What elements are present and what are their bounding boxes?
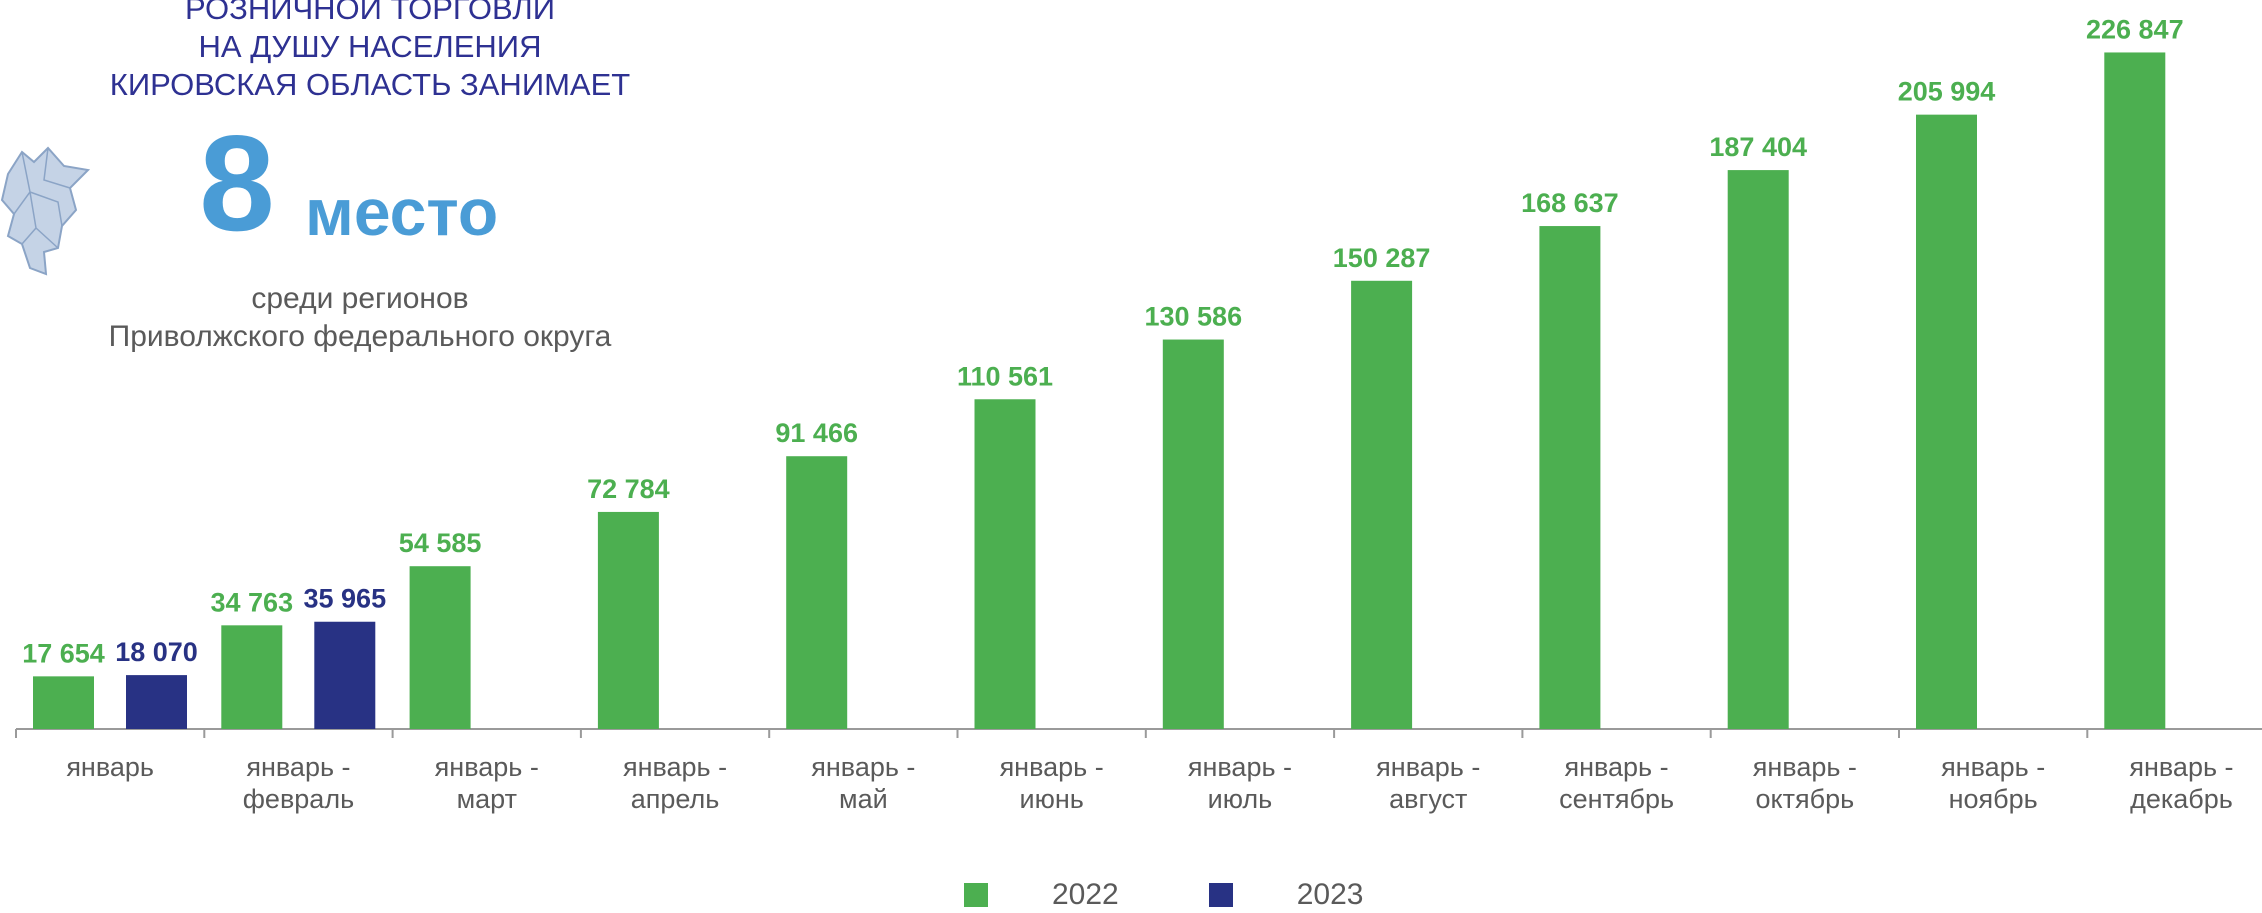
x-tick-label-10: январь - [1753, 752, 1857, 782]
chart-legend: 2022 2023 [964, 878, 1454, 912]
bar-2023-1 [126, 675, 187, 729]
x-tick-label-5: май [839, 784, 888, 814]
legend-swatch-2023 [1208, 883, 1233, 907]
data-label-2022-9: 168 637 [1521, 188, 1619, 218]
x-tick-label-9: сентябрь [1559, 784, 1674, 814]
data-label-2023-1: 18 070 [115, 637, 198, 667]
bar-2022-1 [33, 676, 94, 729]
bar-2022-4 [597, 511, 659, 729]
x-tick-label-7: июль [1208, 784, 1273, 814]
bar-2022-6 [974, 399, 1036, 729]
x-tick-label-4: январь - [623, 752, 727, 782]
legend-item-2023: 2023 [1208, 878, 1364, 912]
data-label-2023-2: 35 965 [304, 584, 387, 614]
x-tick-label-11: январь - [1941, 752, 2045, 782]
bar-2022-11 [1916, 114, 1977, 730]
x-tick-label-6: июнь [1019, 784, 1083, 814]
x-tick-label-12: январь - [2129, 752, 2233, 782]
bar-2022-3 [409, 566, 471, 729]
data-label-2022-12: 226 847 [2086, 14, 2184, 44]
data-label-2022-8: 150 287 [1333, 243, 1431, 273]
bar-2022-2 [221, 625, 283, 729]
x-tick-label-9: январь - [1564, 752, 1668, 782]
x-tick-label-1: январь [66, 752, 154, 782]
x-tick-label-3: март [457, 784, 517, 814]
x-tick-label-10: октябрь [1756, 784, 1855, 814]
x-tick-label-8: август [1389, 784, 1467, 814]
bar-2022-5 [786, 456, 848, 729]
x-tick-label-5: январь - [811, 752, 915, 782]
data-label-2022-7: 130 586 [1144, 302, 1242, 332]
rank-subtitle: среди регионов Приволжского федерального… [40, 280, 680, 356]
bar-2022-8 [1351, 280, 1413, 729]
bar-2022-9 [1539, 226, 1601, 729]
data-label-2022-2: 34 763 [211, 587, 294, 617]
heading-line-3: КИРОВСКАЯ ОБЛАСТЬ ЗАНИМАЕТ [109, 67, 631, 102]
data-label-2022-5: 91 466 [775, 418, 858, 448]
x-tick-label-6: январь - [1000, 752, 1104, 782]
bar-2022-10 [1727, 170, 1789, 729]
legend-label-2023: 2023 [1296, 878, 1364, 911]
chart-heading: РОЗНИЧНОЙ ТОРГОВЛИ НА ДУШУ НАСЕЛЕНИЯ КИР… [30, 0, 710, 104]
data-label-2022-4: 72 784 [587, 474, 670, 504]
heading-line-2: НА ДУШУ НАСЕЛЕНИЯ [198, 29, 542, 64]
rank-number: 8 [199, 107, 275, 259]
legend-label-2022: 2022 [1052, 878, 1119, 911]
kirov-region-map-icon [0, 146, 91, 276]
x-tick-label-7: январь - [1188, 752, 1292, 782]
x-tick-label-4: апрель [631, 784, 720, 814]
data-label-2022-3: 54 585 [399, 528, 482, 558]
data-label-2022-11: 205 994 [1898, 77, 1996, 107]
data-label-2022-6: 110 561 [957, 361, 1053, 391]
legend-swatch-2022 [964, 883, 988, 907]
subtitle-line-1: среди регионов [251, 282, 469, 315]
x-tick-label-2: февраль [243, 784, 354, 814]
bar-2023-2 [314, 621, 376, 729]
rank-word: место [305, 175, 499, 249]
x-tick-label-8: январь - [1376, 752, 1480, 782]
x-tick-label-11: ноябрь [1949, 784, 2038, 814]
bar-2022-7 [1162, 339, 1224, 729]
x-tick-label-2: январь - [246, 752, 350, 782]
data-label-2022-10: 187 404 [1709, 132, 1807, 162]
x-tick-label-3: январь - [435, 752, 539, 782]
x-tick-label-12: декабрь [2130, 784, 2233, 814]
subtitle-line-2: Приволжского федерального округа [108, 320, 612, 353]
data-label-2022-1: 17 654 [22, 638, 105, 668]
legend-item-2022: 2022 [964, 878, 1119, 912]
heading-line-1: РОЗНИЧНОЙ ТОРГОВЛИ [184, 0, 555, 26]
bar-2022-12 [2104, 52, 2166, 730]
